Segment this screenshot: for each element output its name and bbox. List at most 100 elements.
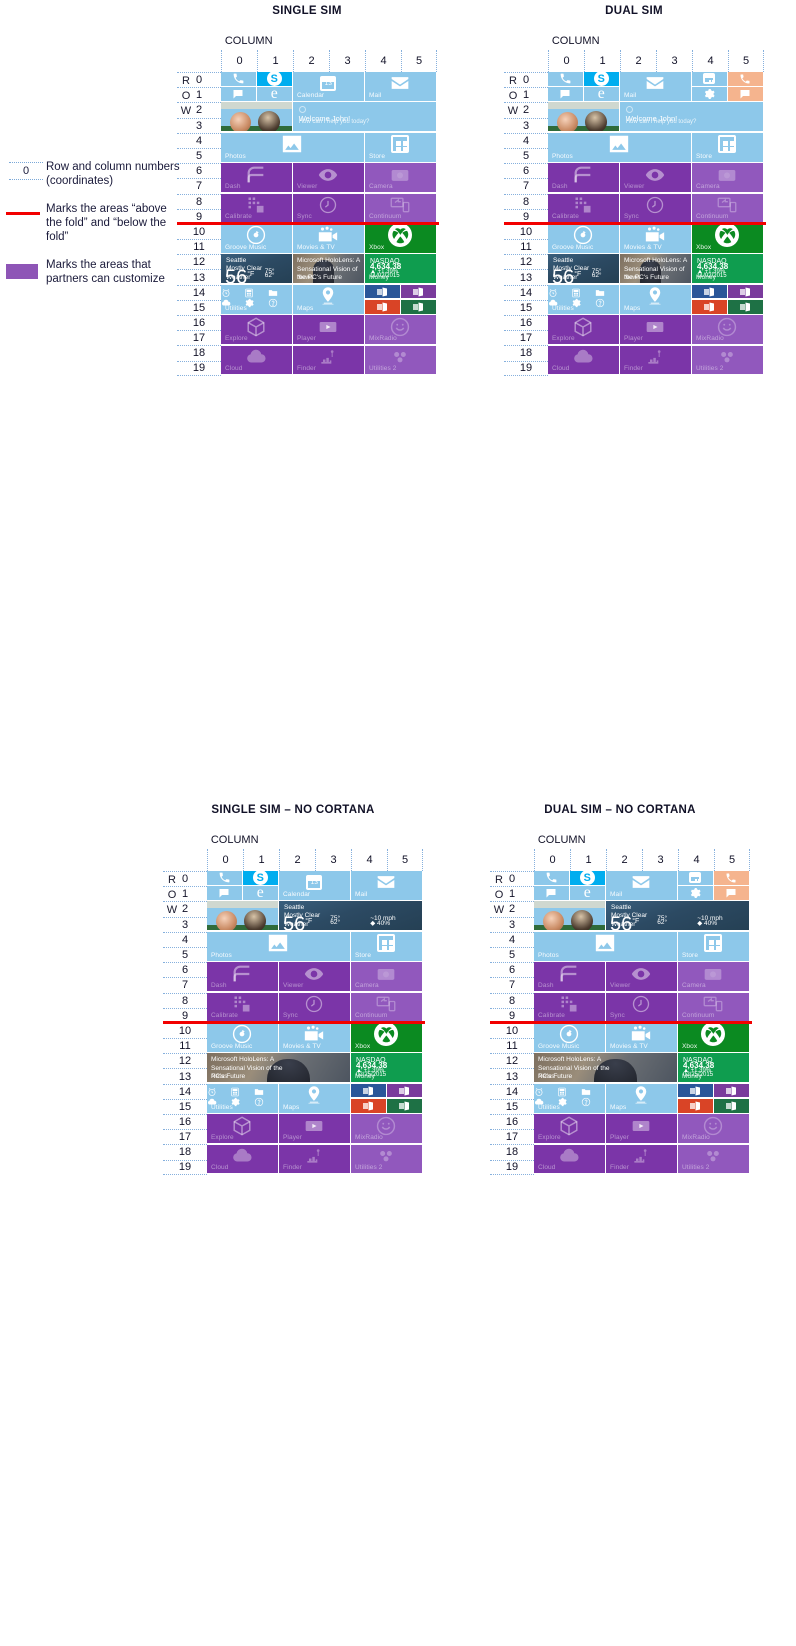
tile-money[interactable]: NASDAQ 4,634.38 ▲ +1.39% 11/02/2015 Money <box>692 254 763 284</box>
tile-sync[interactable]: Sync <box>293 193 364 223</box>
tile-word[interactable] <box>692 284 727 299</box>
tile-calendar[interactable] <box>678 871 713 885</box>
tile-settings[interactable] <box>678 886 713 900</box>
utilities-alarm-icon[interactable] <box>207 1087 230 1097</box>
tile-dash[interactable]: Dash <box>221 163 292 193</box>
tile-camera[interactable]: Camera <box>692 163 763 193</box>
tile-player[interactable]: Player <box>606 1114 677 1144</box>
tile-viewer[interactable]: Viewer <box>279 962 350 992</box>
tile-sync[interactable]: Sync <box>606 992 677 1022</box>
tile-player[interactable]: Player <box>620 315 691 345</box>
tile-utilities-2[interactable]: Utilities 2 <box>365 345 436 375</box>
tile-finder[interactable]: Finder <box>620 345 691 375</box>
tile-maps[interactable]: Maps <box>620 284 691 314</box>
tile-weather[interactable]: Seattle Mostly Clear 56°F 75° 62° Weather <box>548 254 619 284</box>
tile-cloud[interactable]: Cloud <box>548 345 619 375</box>
tile-movies-tv[interactable]: Movies & TV <box>606 1023 677 1052</box>
tile-player[interactable]: Player <box>293 315 364 345</box>
tile-movies-tv[interactable]: Movies & TV <box>293 224 364 253</box>
tile-skype[interactable]: S <box>243 871 278 885</box>
tile-movies-tv[interactable]: Movies & TV <box>279 1023 350 1052</box>
tile-xbox[interactable]: Xbox <box>678 1023 749 1052</box>
tile-calendar[interactable]: 13 Calendar <box>279 871 350 900</box>
tile-powerpoint[interactable] <box>365 300 400 314</box>
tile-photos[interactable]: Photos <box>534 931 677 961</box>
tile-utilities-2[interactable]: Utilities 2 <box>678 1144 749 1174</box>
tile-store[interactable]: Store <box>365 132 436 162</box>
tile-phone[interactable] <box>221 72 256 86</box>
tile-skype[interactable]: S <box>584 72 619 86</box>
utilities-gear-icon[interactable] <box>557 1097 580 1107</box>
utilities-cloud-icon[interactable] <box>207 1097 230 1107</box>
utilities-cloud-icon[interactable] <box>534 1097 557 1107</box>
utilities-folder-icon[interactable] <box>595 288 618 298</box>
tile-store[interactable]: Store <box>351 931 422 961</box>
tile-photos[interactable]: Photos <box>548 132 691 162</box>
tile-news[interactable]: Microsoft HoloLens: A Sensational Vision… <box>534 1053 677 1083</box>
tile-calibrate[interactable]: Calibrate <box>534 992 605 1022</box>
tile-messaging[interactable] <box>534 886 569 900</box>
tile-mixradio[interactable]: MixRadio <box>692 315 763 345</box>
tile-skype[interactable]: S <box>257 72 292 86</box>
tile-utilities[interactable]: Utilities <box>207 1083 278 1113</box>
tile-edge[interactable]: e <box>584 87 619 101</box>
tile-news[interactable]: Microsoft HoloLens: A Sensational Vision… <box>293 254 364 284</box>
tile-sync[interactable]: Sync <box>620 193 691 223</box>
tile-weather-top[interactable]: Seattle Mostly Clear 56°F 75° 62° ~10 mph ◆ 40… <box>279 901 422 931</box>
utilities-alarm-icon[interactable] <box>548 288 571 298</box>
tile-people[interactable] <box>221 102 292 132</box>
utilities-alarm-icon[interactable] <box>221 288 244 298</box>
tile-onenote[interactable] <box>714 1083 749 1098</box>
tile-mixradio[interactable]: MixRadio <box>365 315 436 345</box>
tile-mail[interactable]: Mail <box>351 871 422 900</box>
tile-excel[interactable] <box>714 1099 749 1113</box>
tile-continuum[interactable]: Continuum <box>365 193 436 223</box>
tile-photos[interactable]: Photos <box>221 132 364 162</box>
tile-news[interactable]: Microsoft HoloLens: A Sensational Vision… <box>207 1053 350 1083</box>
tile-dash[interactable]: Dash <box>548 163 619 193</box>
utilities-help-icon[interactable] <box>268 298 291 308</box>
tile-cortana[interactable]: Welcome John! How can I help you today? <box>293 102 436 132</box>
tile-weather-top[interactable]: Seattle Mostly Clear 56°F 75° 62° ~10 mph ◆ 40… <box>606 901 749 931</box>
tile-finder[interactable]: Finder <box>606 1144 677 1174</box>
tile-cortana[interactable]: Welcome John! How can I help you today? <box>620 102 763 132</box>
tile-viewer[interactable]: Viewer <box>606 962 677 992</box>
tile-groove-music[interactable]: Groove Music <box>207 1023 278 1052</box>
tile-settings[interactable] <box>692 87 727 101</box>
tile-word[interactable] <box>351 1083 386 1098</box>
tile-messaging[interactable] <box>207 886 242 900</box>
tile-phone[interactable] <box>548 72 583 86</box>
tile-calibrate[interactable]: Calibrate <box>221 193 292 223</box>
tile-money[interactable]: NASDAQ 4,634.38 ▲ +1.39% 02/25/2015 Money <box>678 1053 749 1083</box>
tile-phone-sim2[interactable] <box>728 72 763 86</box>
tile-xbox[interactable]: Xbox <box>365 224 436 253</box>
tile-explore[interactable]: Explore <box>548 315 619 345</box>
tile-sync[interactable]: Sync <box>279 992 350 1022</box>
tile-edge[interactable]: e <box>257 87 292 101</box>
tile-explore[interactable]: Explore <box>534 1114 605 1144</box>
tile-news[interactable]: Microsoft HoloLens: A Sensational Vision… <box>620 254 691 284</box>
tile-utilities[interactable]: Utilities <box>221 284 292 314</box>
tile-powerpoint[interactable] <box>351 1099 386 1113</box>
tile-camera[interactable]: Camera <box>351 962 422 992</box>
tile-people[interactable] <box>534 901 605 931</box>
tile-finder[interactable]: Finder <box>293 345 364 375</box>
tile-people[interactable] <box>548 102 619 132</box>
tile-dash[interactable]: Dash <box>534 962 605 992</box>
tile-money[interactable]: NASDAQ 4,634.38 ▲ +1.39% 11/02/2015 Money <box>365 254 436 284</box>
tile-word[interactable] <box>365 284 400 299</box>
tile-dash[interactable]: Dash <box>207 962 278 992</box>
tile-utilities-2[interactable]: Utilities 2 <box>351 1144 422 1174</box>
utilities-gear-icon[interactable] <box>571 298 594 308</box>
utilities-gear-icon[interactable] <box>230 1097 253 1107</box>
utilities-folder-icon[interactable] <box>581 1087 604 1097</box>
tile-calibrate[interactable]: Calibrate <box>548 193 619 223</box>
utilities-cloud-icon[interactable] <box>548 298 571 308</box>
tile-explore[interactable]: Explore <box>221 315 292 345</box>
utilities-calc-icon[interactable] <box>557 1087 580 1097</box>
tile-calendar[interactable]: 13 Calendar <box>293 72 364 101</box>
tile-onenote[interactable] <box>401 284 436 299</box>
tile-maps[interactable]: Maps <box>293 284 364 314</box>
tile-player[interactable]: Player <box>279 1114 350 1144</box>
utilities-help-icon[interactable] <box>581 1097 604 1107</box>
